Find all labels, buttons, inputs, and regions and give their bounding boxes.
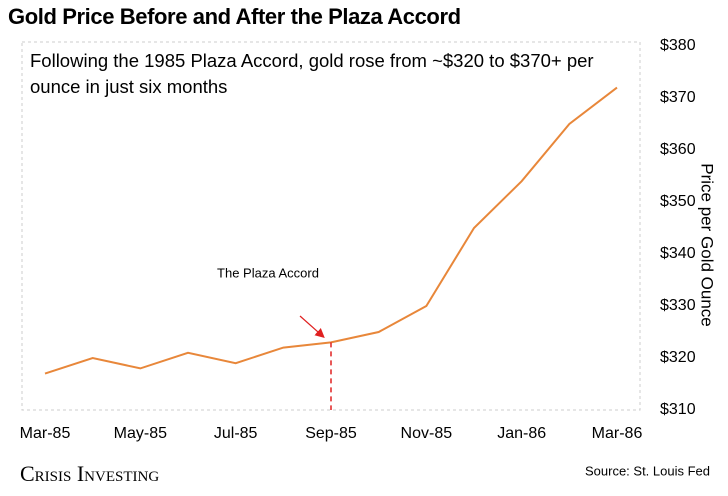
y-tick-label: $330 — [660, 297, 696, 314]
annotation: The Plaza Accord — [217, 265, 319, 280]
y-tick-label: $370 — [660, 89, 696, 106]
y-tick-label: $310 — [660, 401, 696, 418]
source: Source: St. Louis Fed — [585, 463, 710, 478]
y-tick-label: $320 — [660, 349, 696, 366]
line — [44, 86, 618, 375]
y-tick-label: $360 — [660, 141, 696, 158]
y-tick-label: $340 — [660, 245, 696, 262]
y-tick-label: $350 — [660, 193, 696, 210]
y-axis-label: Price per Gold Ounce — [698, 163, 717, 326]
chart-subtitle: Following the 1985 Plaza Accord, gold ro… — [30, 50, 594, 97]
x-tick-label: May-85 — [114, 425, 167, 442]
x-tick-label: Sep-85 — [305, 425, 357, 442]
x-tick-label: Mar-85 — [20, 425, 71, 442]
y-tick-label: $380 — [660, 37, 696, 54]
logo: Crisis Investing — [20, 461, 159, 486]
x-tick-label: Nov-85 — [401, 425, 453, 442]
x-tick-label: Jan-86 — [497, 425, 546, 442]
plot-frame — [21, 41, 641, 411]
x-tick-label: Jul-85 — [214, 425, 258, 442]
chart-title: Gold Price Before and After the Plaza Ac… — [8, 4, 461, 29]
annotation-arrow — [299, 315, 325, 338]
x-tick-label: Mar-86 — [592, 425, 643, 442]
